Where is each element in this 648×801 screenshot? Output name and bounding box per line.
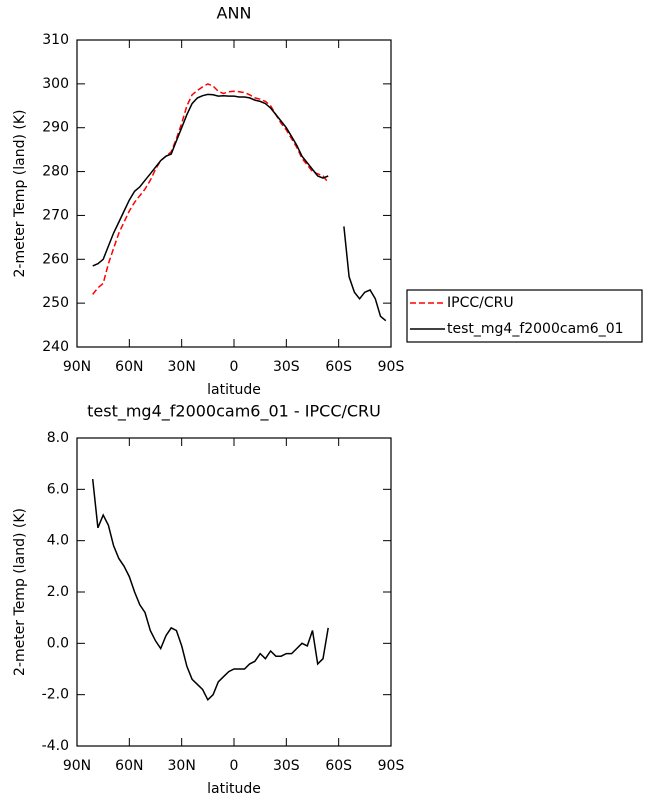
y-tick-label: 260 <box>42 251 69 267</box>
x-tick-label: 30N <box>168 359 196 375</box>
x-tick-label: 60N <box>115 359 143 375</box>
x-tick-label: 60N <box>115 758 143 774</box>
data-line <box>92 83 329 295</box>
plot-frame <box>76 437 392 747</box>
x-tick-label: 90N <box>63 758 91 774</box>
y-tick-label: -2.0 <box>42 687 69 703</box>
y-tick-label: 250 <box>42 295 69 311</box>
y-tick-label: 0.0 <box>47 635 69 651</box>
legend-label: IPCC/CRU <box>447 295 514 311</box>
x-tick-label: 0 <box>230 359 239 375</box>
x-tick-label: 90S <box>378 359 405 375</box>
legend-box <box>406 289 643 343</box>
x-tick-label: 60S <box>325 758 352 774</box>
x-tick-label: 30N <box>168 758 196 774</box>
y-tick-label: 300 <box>42 76 69 92</box>
x-axis-label: latitude <box>207 781 261 797</box>
x-tick-label: 30S <box>273 758 300 774</box>
y-tick-label: 240 <box>42 339 69 355</box>
x-tick-label: 0 <box>230 758 239 774</box>
x-tick-label: 30S <box>273 359 300 375</box>
y-axis-label: 2-meter Temp (land) (K) <box>12 508 28 676</box>
y-tick-label: 4.0 <box>47 533 69 549</box>
data-line <box>91 479 329 702</box>
chart-title: test_mg4_f2000cam6_01 - IPCC/CRU <box>87 402 381 422</box>
x-axis-label: latitude <box>207 382 261 398</box>
x-tick-label: 90S <box>378 758 405 774</box>
plot-frame <box>76 39 392 348</box>
x-tick-label: 90N <box>63 359 91 375</box>
y-tick-label: 270 <box>42 207 69 223</box>
y-axis-label: 2-meter Temp (land) (K) <box>12 110 28 278</box>
x-tick-label: 60S <box>325 359 352 375</box>
y-tick-label: 6.0 <box>47 481 69 497</box>
data-line <box>92 93 387 322</box>
y-tick-label: 8.0 <box>47 430 69 446</box>
y-tick-label: -4.0 <box>42 738 69 754</box>
y-tick-label: 290 <box>42 120 69 136</box>
y-tick-label: 2.0 <box>47 584 69 600</box>
chart-title: ANN <box>217 4 252 23</box>
y-tick-label: 280 <box>42 164 69 180</box>
legend-label: test_mg4_f2000cam6_01 <box>447 321 624 337</box>
y-tick-label: 310 <box>42 32 69 48</box>
